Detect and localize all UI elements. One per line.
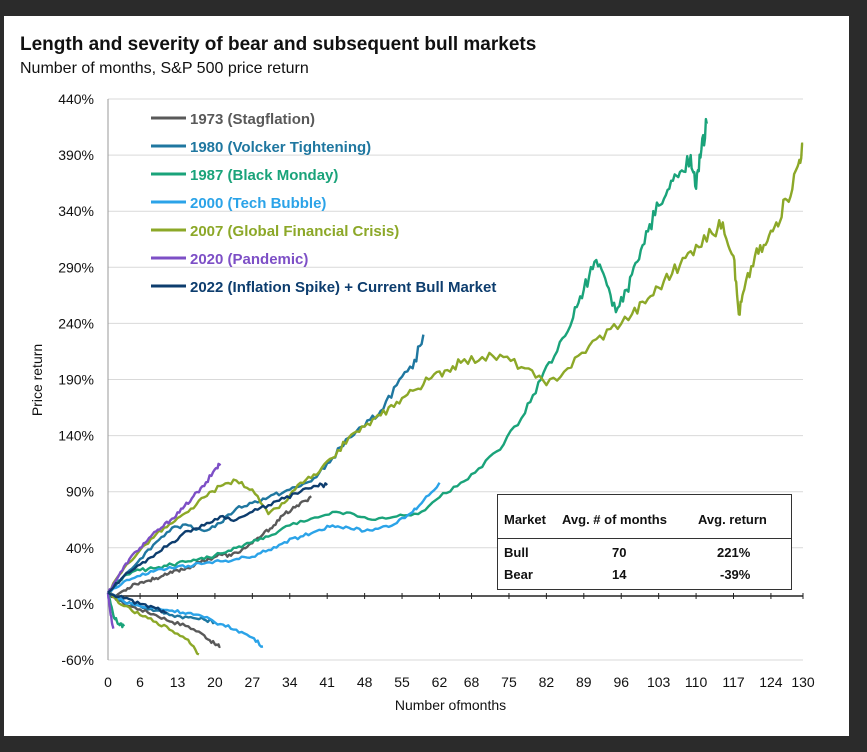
series-2020-bull-line	[106, 462, 222, 594]
table-cell-bear-months: 14	[612, 567, 627, 582]
x-tick-label: 41	[319, 674, 335, 690]
chart-subtitle: Number of months, S&P 500 price return	[20, 60, 309, 77]
series-1987-bull-line	[107, 117, 708, 594]
x-tick-label: 20	[207, 674, 223, 690]
x-tick-label: 103	[647, 674, 671, 690]
series-1987-bear-line	[106, 592, 126, 629]
y-tick-label: 290%	[58, 259, 94, 275]
series-1973-bull-line	[107, 495, 312, 599]
y-tick-label: -60%	[61, 652, 94, 668]
x-tick-label: 62	[432, 674, 448, 690]
y-tick-label: 40%	[66, 540, 94, 556]
table-cell-bear-return: -39%	[720, 567, 751, 582]
x-tick-label: 89	[576, 674, 592, 690]
x-tick-label: 48	[357, 674, 373, 690]
table-cell-bull-months: 70	[612, 545, 627, 560]
x-tick-label: 96	[613, 674, 629, 690]
table-cell-bear-label: Bear	[504, 567, 533, 582]
x-tick-label: 130	[791, 674, 815, 690]
y-tick-label: 240%	[58, 315, 94, 331]
legend-label-2022: 2022 (Inflation Spike) + Current Bull Ma…	[190, 279, 496, 296]
legend-label-1987: 1987 (Black Monday)	[190, 167, 338, 184]
x-tick-label: 110	[685, 674, 708, 690]
table-divider	[498, 538, 791, 539]
y-axis-label: Price return	[29, 344, 45, 416]
legend-label-2007: 2007 (Global Financial Crisis)	[190, 223, 399, 240]
y-tick-label: 140%	[58, 428, 94, 444]
y-tick-label: 190%	[58, 372, 94, 388]
y-tick-label: 390%	[58, 147, 94, 163]
series-2020-bear-line	[106, 592, 115, 629]
series-2007-bear-line	[107, 591, 200, 656]
table-header-return: Avg. return	[698, 512, 767, 527]
legend-label-1973: 1973 (Stagflation)	[190, 111, 315, 128]
legend-label-2000: 2000 (Tech Bubble)	[190, 195, 326, 212]
y-tick-label: 440%	[58, 91, 94, 107]
x-tick-label: 82	[539, 674, 555, 690]
series-2022-bear-line	[107, 591, 168, 615]
summary-table: Market Avg. # of months Avg. return Bull…	[497, 494, 792, 590]
table-cell-bull-label: Bull	[504, 545, 529, 560]
x-tick-label: 75	[501, 674, 517, 690]
x-tick-label: 117	[722, 674, 745, 690]
table-cell-bull-return: 221%	[717, 545, 751, 560]
series-2000-bear-line	[107, 591, 264, 648]
x-tick-label: 68	[464, 674, 480, 690]
y-tick-label: 340%	[58, 203, 94, 219]
legend-label-1980: 1980 (Volcker Tightening)	[190, 139, 371, 156]
x-tick-label: 55	[394, 674, 410, 690]
legend-label-2020: 2020 (Pandemic)	[190, 251, 308, 268]
x-axis-label: Number ofmonths	[395, 697, 506, 713]
x-tick-label: 124	[759, 674, 783, 690]
x-tick-label: 0	[104, 674, 112, 690]
y-tick-label: -10%	[61, 596, 94, 612]
series-2022-bull-line	[107, 482, 328, 594]
x-tick-label: 27	[245, 674, 261, 690]
table-header-market: Market	[504, 512, 546, 527]
y-tick-label: 90%	[66, 484, 94, 500]
series-2000-bull-line	[107, 482, 441, 594]
series-2007-bull-line	[107, 142, 804, 594]
x-tick-label: 34	[282, 674, 298, 690]
chart-title: Length and severity of bear and subseque…	[20, 34, 537, 55]
x-tick-label: 6	[136, 674, 144, 690]
x-tick-label: 13	[170, 674, 186, 690]
table-header-months: Avg. # of months	[562, 512, 667, 527]
